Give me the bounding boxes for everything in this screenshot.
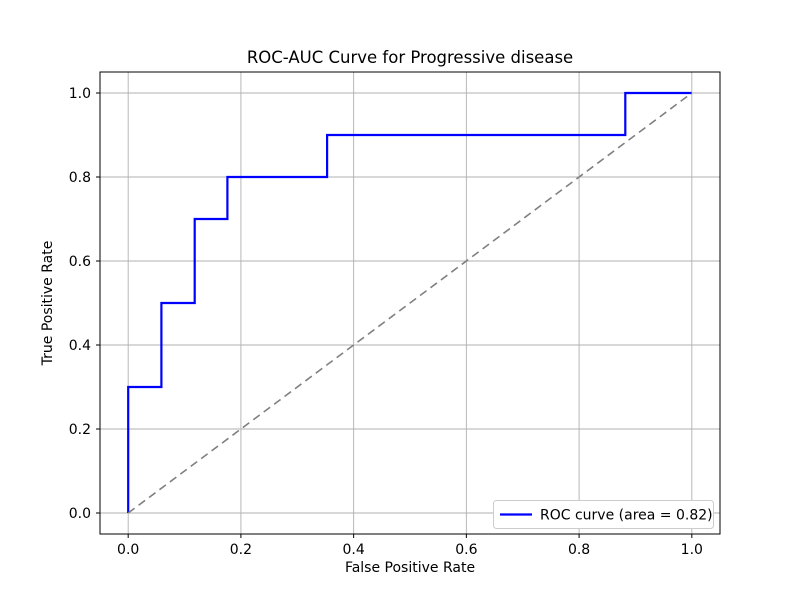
x-axis-label: False Positive Rate [345,560,475,576]
legend-box [493,500,714,529]
x-tick-label: 1.0 [681,542,703,558]
y-tick-label: 0.0 [69,506,91,522]
y-tick-label: 0.2 [69,422,91,438]
legend-label: ROC curve (area = 0.82) [540,508,713,524]
x-tick-label: 0.4 [343,542,365,558]
plot-border [99,71,721,535]
x-tick-label: 0.2 [230,542,252,558]
x-tick-label: 0.6 [455,542,477,558]
y-axis-label: True Positive Rate [40,241,56,367]
plot-area: 0.0 0.2 0.4 0.6 0.8 1.0 0.0 0.2 0.4 0.6 0.8 1.0 [69,71,721,558]
y-tick-label: 0.4 [69,338,91,354]
roc-curve-line [127,91,692,513]
y-tick-label: 1.0 [69,86,91,102]
y-tick-label: 0.6 [69,254,91,270]
x-tick-label: 0.8 [568,542,590,558]
chart-title: ROC-AUC Curve for Progressive disease [247,48,573,67]
x-tick-label: 0.0 [117,542,139,558]
chance-diagonal-line [127,92,693,514]
y-tick-label: 0.8 [69,170,91,186]
legend: ROC curve (area = 0.82) [493,500,714,529]
